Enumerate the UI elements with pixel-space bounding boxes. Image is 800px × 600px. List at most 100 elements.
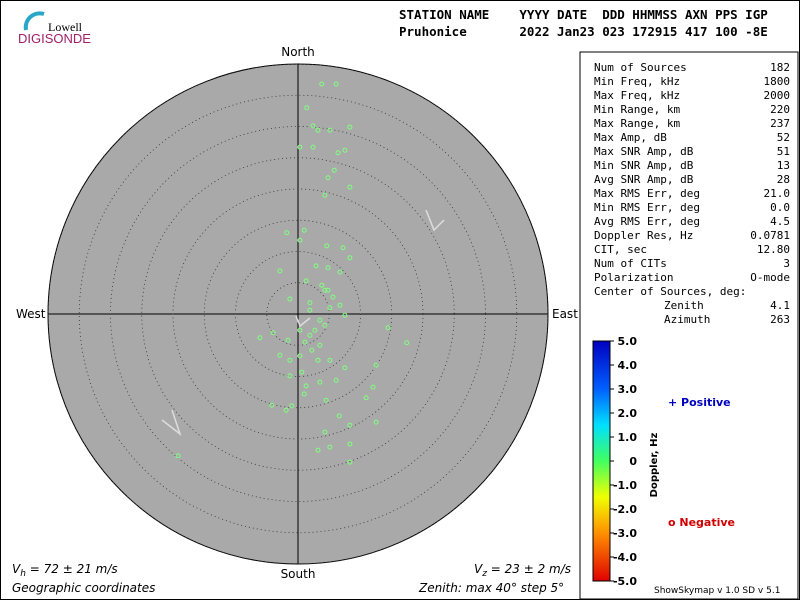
stat-value: 182: [770, 61, 790, 74]
source-point: [289, 403, 295, 409]
source-point: [307, 307, 313, 313]
ring: [47, 63, 549, 565]
source-point: [302, 339, 308, 345]
source-point: [342, 312, 348, 318]
colorbar-tick-label: 4.0: [618, 359, 638, 372]
azimuth-marker: [161, 409, 182, 437]
ring: [78, 94, 518, 534]
source-point: [373, 419, 379, 425]
logo-bottom: DIGISONDE: [18, 31, 91, 46]
source-point: [303, 383, 309, 389]
source-point: [303, 278, 309, 284]
colorbar-tick-label: -4.0: [613, 551, 637, 564]
source-point: [342, 147, 348, 153]
stat-label: Num of CITs: [594, 257, 667, 270]
source-point: [404, 340, 410, 346]
source-point: [297, 144, 303, 150]
ring: [141, 157, 455, 471]
source-point: [335, 150, 341, 156]
source-point: [337, 269, 343, 275]
source-point: [313, 263, 319, 269]
source-point: [257, 335, 263, 341]
colorbar-tick-label: -1.0: [613, 479, 637, 492]
header-line: STATION NAME YYYY DATE DDD HHMMSS AXN PP…: [399, 7, 768, 22]
dir-label: South: [281, 567, 316, 581]
stat-value: 13: [777, 159, 790, 172]
stat-label: Avg SNR Amp, dB: [594, 173, 694, 186]
colorbar-tick-label: -3.0: [613, 527, 637, 540]
source-point: [347, 459, 353, 465]
stat-label: CIT, sec: [594, 243, 647, 256]
stat-label: Max SNR Amp, dB: [594, 145, 694, 158]
ring: [203, 219, 393, 409]
source-point: [297, 353, 303, 359]
source-point: [315, 357, 321, 363]
source-point: [319, 81, 325, 87]
center-label: Azimuth: [664, 313, 710, 326]
stat-value: 0.0: [770, 201, 790, 214]
source-point: [347, 184, 353, 190]
source-point: [312, 327, 318, 333]
stat-label: Min RMS Err, deg: [594, 201, 700, 214]
stat-label: Num of Sources: [594, 61, 687, 74]
center-label: Zenith: [664, 299, 704, 312]
panel-border: [579, 51, 799, 600]
zenith-note: Zenith: max 40° step 5°: [418, 581, 564, 595]
stat-value: 51: [777, 145, 790, 158]
source-point: [297, 327, 303, 333]
source-point: [347, 422, 353, 428]
source-point: [322, 429, 328, 435]
source-point: [347, 124, 353, 130]
azimuth-marker: [425, 209, 445, 232]
source-point: [337, 302, 343, 308]
stat-value: 1800: [764, 75, 791, 88]
source-point: [269, 402, 275, 408]
stat-value: 28: [777, 173, 790, 186]
stat-label: Max RMS Err, deg: [594, 187, 700, 200]
source-point: [327, 444, 333, 450]
ring: [172, 188, 424, 440]
colorbar-tick-label: 2.0: [618, 407, 638, 420]
stat-label: Min Freq, kHz: [594, 75, 680, 88]
source-point: [330, 294, 336, 300]
stat-value: 3: [783, 257, 790, 270]
stat-value: O-mode: [750, 271, 790, 284]
source-point: [317, 317, 323, 323]
colorbar-tick-label: 0: [629, 455, 637, 468]
colorbar-tick-label: -5.0: [613, 575, 637, 588]
stat-label: Min Range, km: [594, 103, 680, 116]
source-point: [270, 330, 276, 336]
stat-label: Min SNR Amp, dB: [594, 159, 694, 172]
logo-top: Lowell: [48, 20, 83, 34]
dir-label: West: [16, 307, 46, 321]
source-point: [317, 379, 323, 385]
source-point: [319, 282, 325, 288]
source-point: [285, 337, 291, 343]
source-point: [336, 413, 342, 419]
legend-negative: o Negative: [668, 516, 735, 529]
stat-label: Avg RMS Err, deg: [594, 215, 700, 228]
source-point: [322, 192, 328, 198]
source-point: [333, 377, 339, 383]
stat-value: 237: [770, 117, 790, 130]
stat-label: Polarization: [594, 271, 673, 284]
coords: Geographic coordinates: [12, 581, 155, 595]
source-point: [284, 230, 290, 236]
colorbar-tick-label: 1.0: [618, 431, 638, 444]
version: ShowSkymap v 1.0 SD v 5.1: [654, 586, 780, 596]
colorbar-tick-label: -2.0: [613, 503, 637, 516]
source-point: [304, 105, 310, 111]
source-point: [299, 369, 305, 375]
azimuth-marker: [295, 315, 311, 328]
source-point: [363, 395, 369, 401]
source-point: [347, 255, 353, 261]
stat-label: Doppler Res, Hz: [594, 229, 693, 242]
source-point: [301, 391, 307, 397]
dir-label: East: [552, 307, 578, 321]
stat-value: 0.0781: [750, 229, 790, 242]
source-point: [327, 305, 333, 311]
source-point: [340, 245, 346, 251]
logo-arc: [23, 11, 45, 31]
colorbar-label: Doppler, Hz: [649, 433, 660, 498]
